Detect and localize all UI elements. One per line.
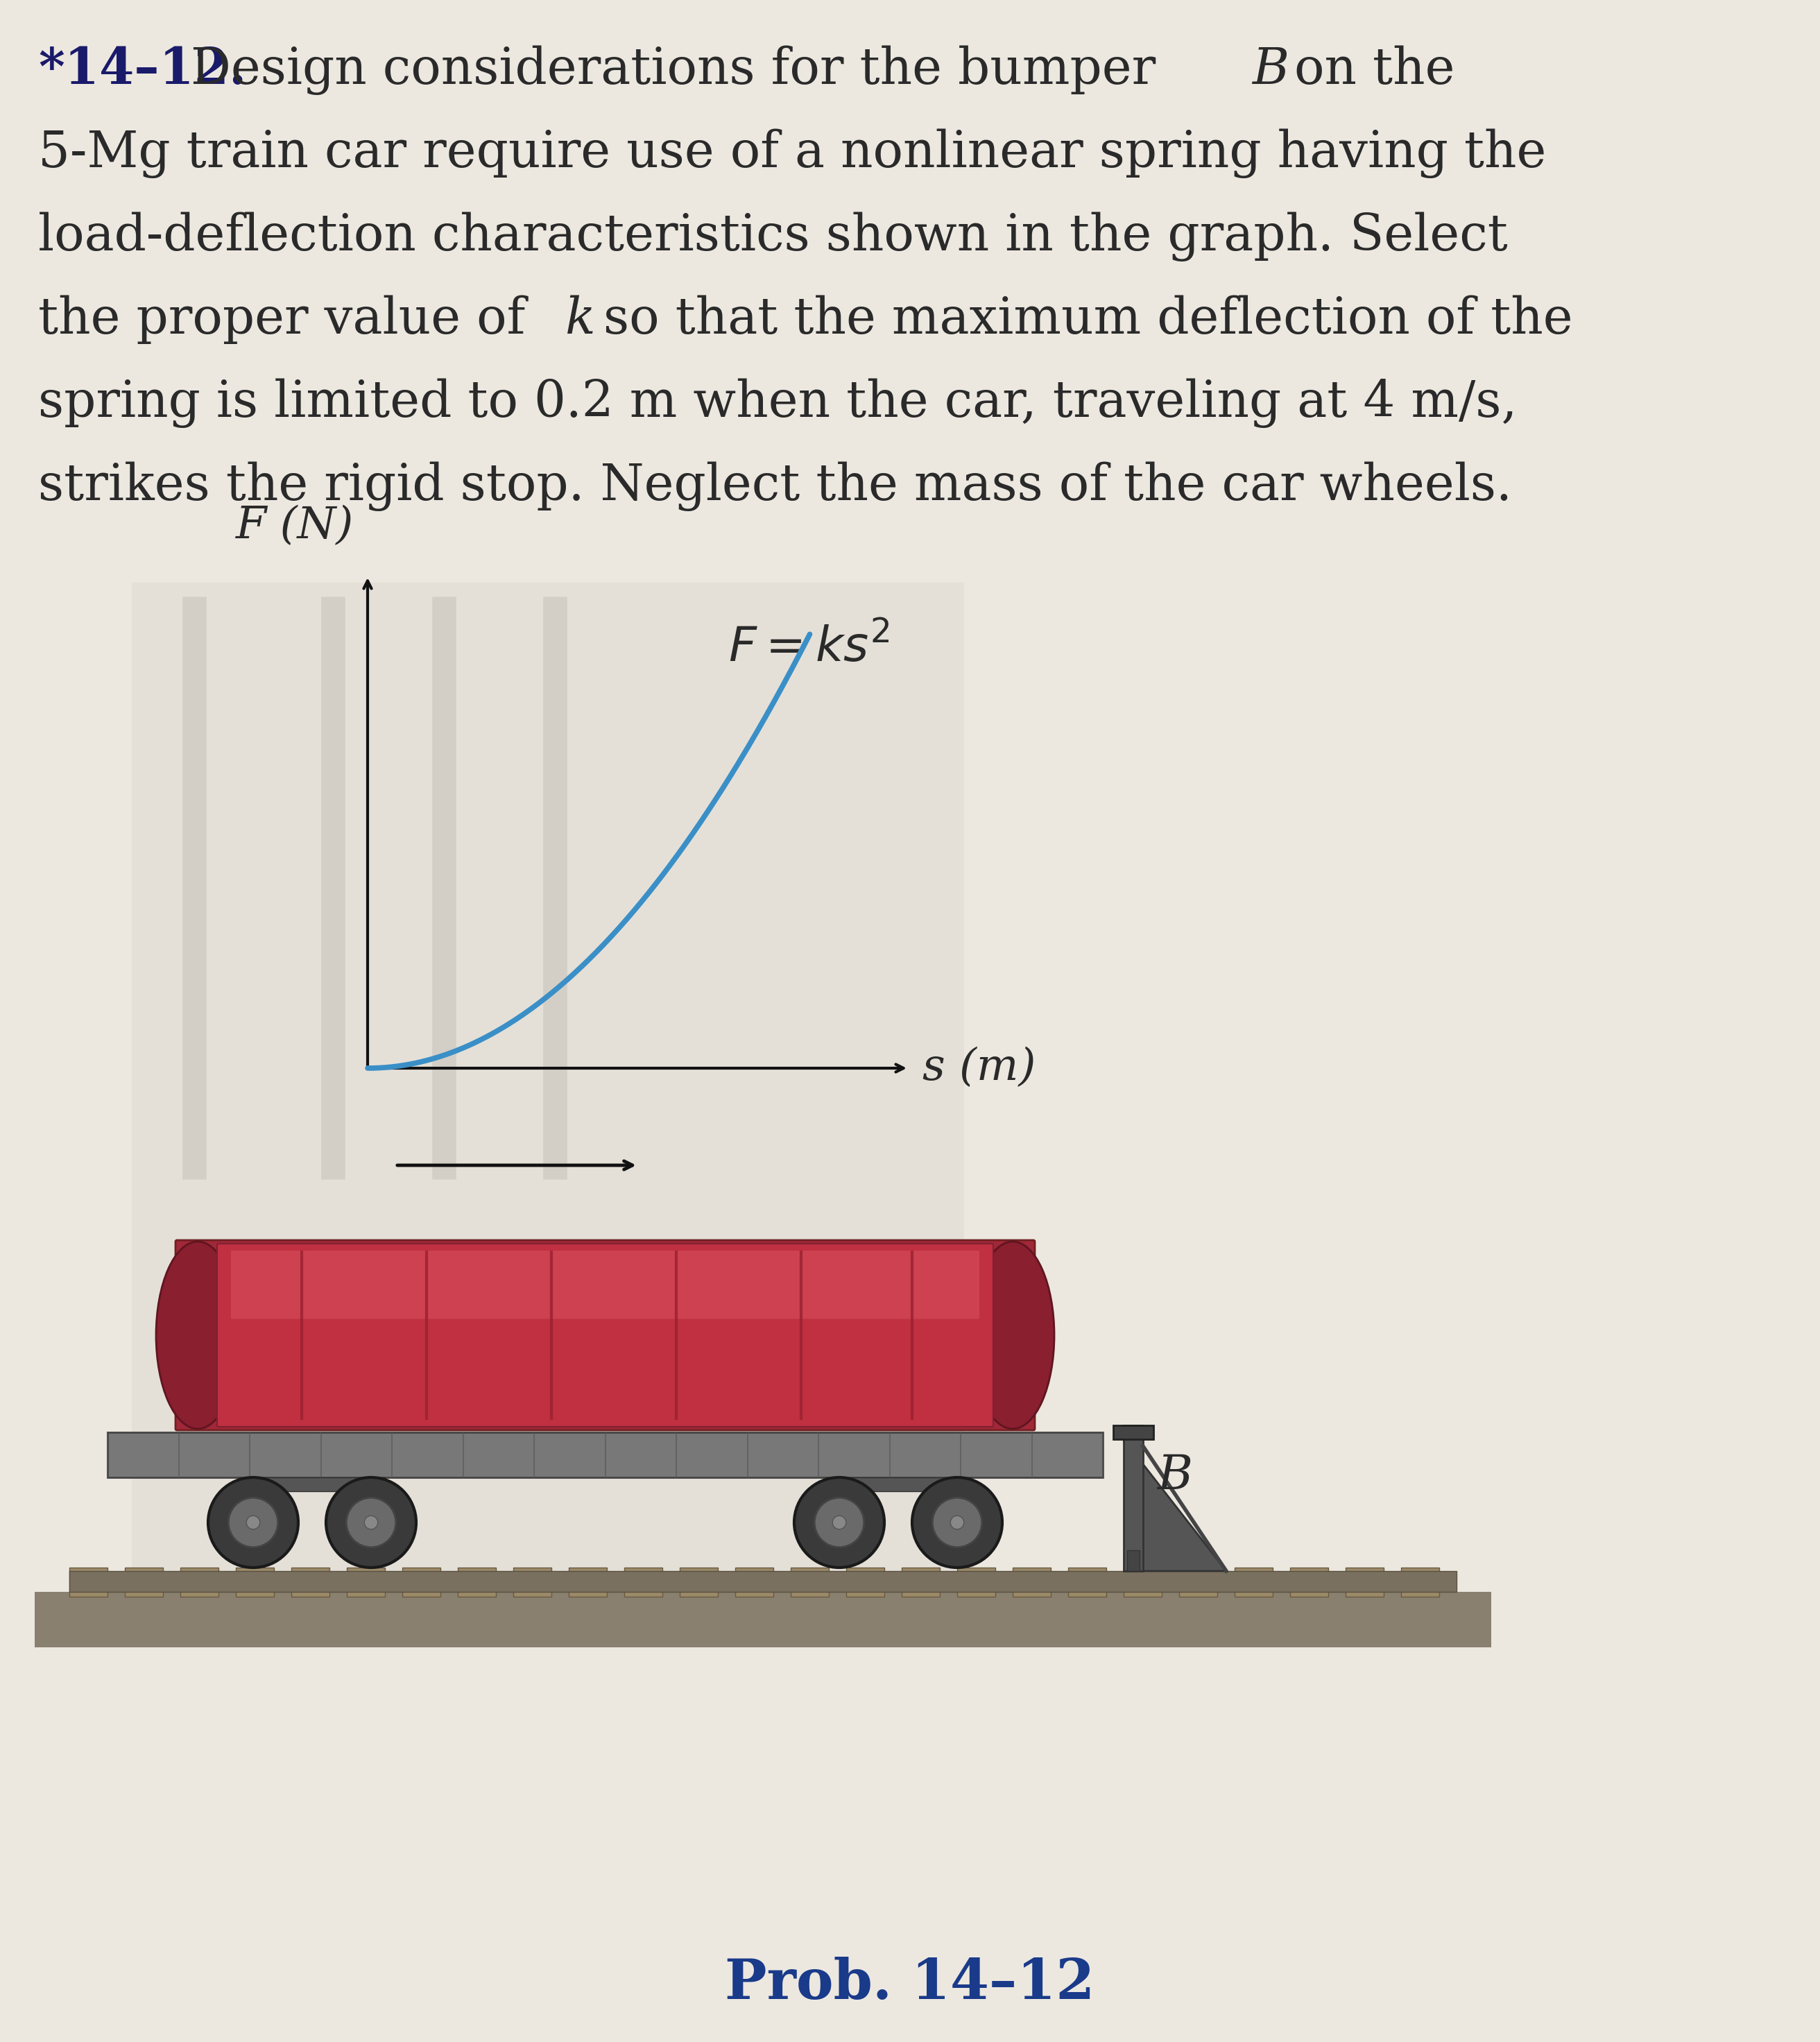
Circle shape [912, 1478, 1003, 1568]
Circle shape [364, 1515, 379, 1529]
Ellipse shape [972, 1242, 1054, 1429]
Bar [69, 1568, 107, 1597]
Bar [957, 1568, 996, 1597]
Text: the proper value of: the proper value of [38, 294, 541, 343]
Circle shape [832, 1515, 846, 1529]
Text: B: B [1252, 45, 1289, 94]
Bar [1345, 1568, 1383, 1597]
Text: Prob. 14–12: Prob. 14–12 [724, 1956, 1096, 2011]
Text: *14–12.: *14–12. [38, 45, 246, 94]
Bar [513, 1568, 551, 1597]
Circle shape [207, 1478, 298, 1568]
Text: s (m): s (m) [923, 1048, 1036, 1090]
Polygon shape [1123, 1440, 1227, 1570]
Bar [1068, 1568, 1107, 1597]
Bar [238, 1478, 386, 1491]
Text: k: k [566, 294, 595, 343]
Bar [402, 1568, 440, 1597]
Bar [624, 1568, 662, 1597]
Text: $F = ks^2$: $F = ks^2$ [728, 625, 890, 672]
Text: on the: on the [1278, 45, 1454, 94]
Bar [1179, 1568, 1218, 1597]
Text: B: B [1158, 1454, 1192, 1499]
Bar [1234, 1568, 1272, 1597]
Bar [735, 1568, 773, 1597]
Text: spring is limited to 0.2 m when the car, traveling at 4 m/s,: spring is limited to 0.2 m when the car,… [38, 378, 1518, 427]
Bar [1123, 1568, 1161, 1597]
Bar [901, 1568, 939, 1597]
Bar [69, 1570, 1456, 1593]
Text: Design considerations for the bumper: Design considerations for the bumper [191, 45, 1172, 94]
Bar [1123, 1425, 1143, 1570]
Circle shape [794, 1478, 885, 1568]
Circle shape [246, 1515, 260, 1529]
Bar [107, 1431, 1103, 1478]
Bar [826, 1478, 972, 1491]
Bar [126, 1568, 164, 1597]
Bar [35, 1593, 1491, 1648]
Bar [1012, 1568, 1050, 1597]
Bar [568, 1568, 606, 1597]
FancyBboxPatch shape [217, 1244, 994, 1427]
Bar [679, 1568, 717, 1597]
Bar [180, 1568, 218, 1597]
Text: so that the maximum deflection of the: so that the maximum deflection of the [588, 294, 1572, 343]
FancyBboxPatch shape [231, 1250, 979, 1319]
Bar [846, 1568, 885, 1597]
Text: F (N): F (N) [235, 504, 353, 547]
FancyBboxPatch shape [131, 582, 965, 1623]
Bar [348, 1568, 386, 1597]
Circle shape [326, 1478, 417, 1568]
Ellipse shape [157, 1242, 238, 1429]
Text: load-deflection characteristics shown in the graph. Select: load-deflection characteristics shown in… [38, 212, 1507, 261]
Bar [1127, 1550, 1139, 1570]
Bar [1114, 1425, 1154, 1440]
Bar [1401, 1568, 1440, 1597]
Text: strikes the rigid stop. Neglect the mass of the car wheels.: strikes the rigid stop. Neglect the mass… [38, 461, 1512, 510]
Bar [459, 1568, 495, 1597]
Circle shape [932, 1497, 983, 1548]
Circle shape [815, 1497, 865, 1548]
Text: 5-Mg train car require use of a nonlinear spring having the: 5-Mg train car require use of a nonlinea… [38, 129, 1547, 178]
Circle shape [228, 1497, 278, 1548]
Bar [790, 1568, 828, 1597]
Bar [1290, 1568, 1329, 1597]
Bar [237, 1568, 275, 1597]
FancyBboxPatch shape [175, 1239, 1036, 1429]
Circle shape [346, 1497, 397, 1548]
Circle shape [950, 1515, 965, 1529]
Bar [291, 1568, 329, 1597]
